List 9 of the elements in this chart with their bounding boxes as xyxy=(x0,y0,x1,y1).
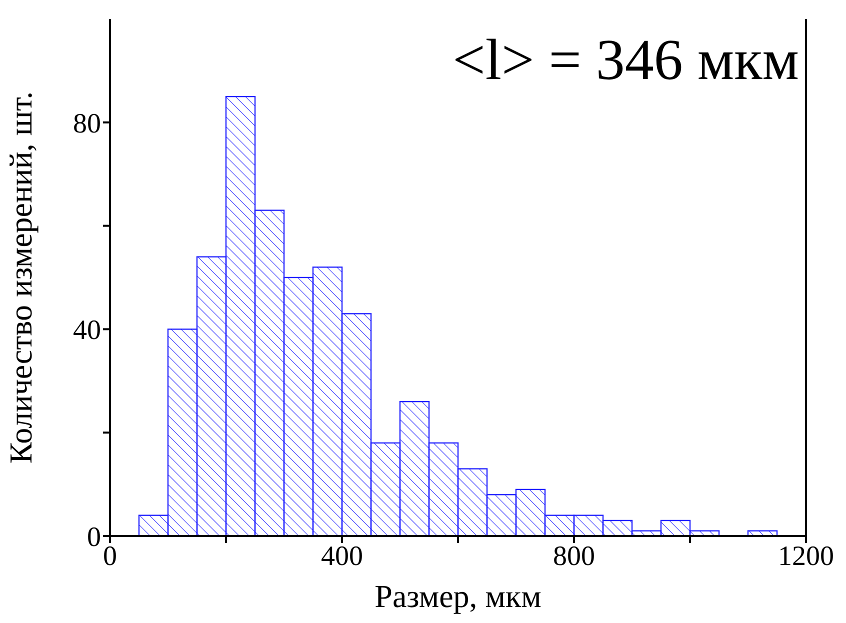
x-tick-label: 1200 xyxy=(778,540,834,572)
x-tick-label: 400 xyxy=(321,540,363,572)
y-tick-label: 80 xyxy=(73,108,101,140)
y-tick-label: 40 xyxy=(73,315,101,346)
x-axis-title: Размер, мкм xyxy=(374,578,542,614)
y-axis-title: Количество измерений, шт. xyxy=(2,91,38,464)
y-tick-label: 0 xyxy=(87,522,101,553)
annotation: <l> = 346 мкм xyxy=(452,27,799,92)
x-tick-label: 800 xyxy=(553,540,595,572)
